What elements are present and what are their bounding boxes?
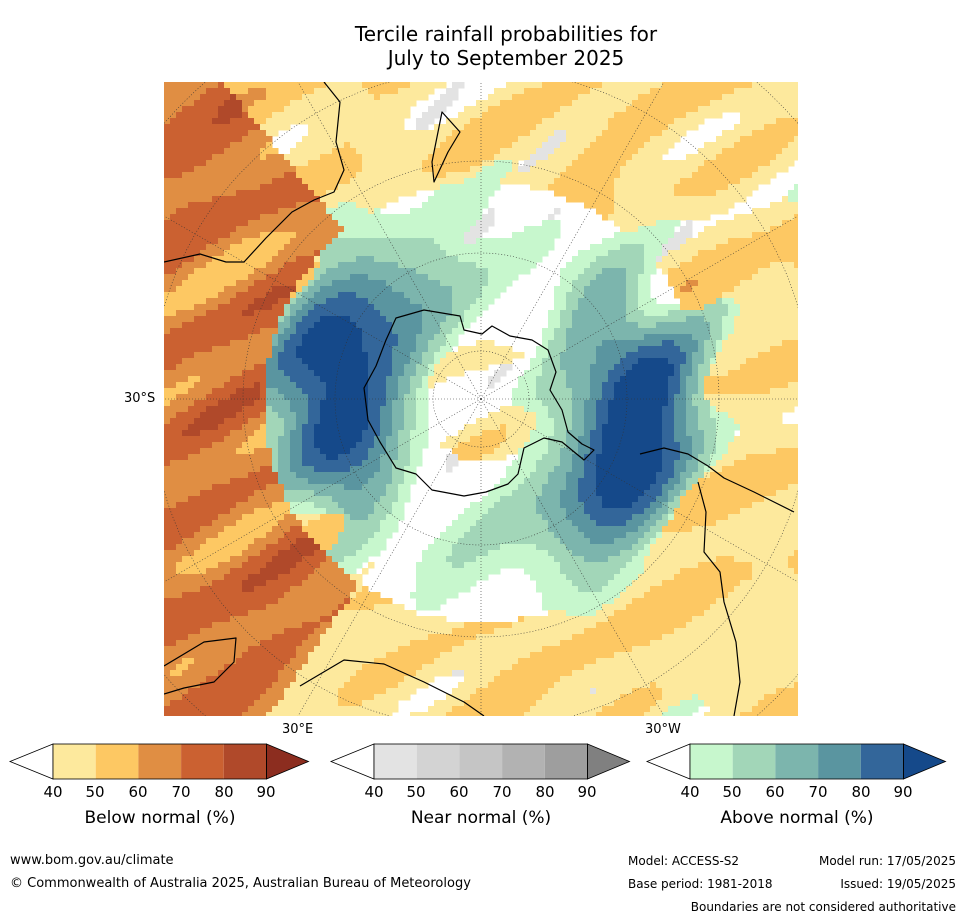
cbar-near-swatch-3 [459, 744, 503, 779]
meridian-11 [480, 82, 665, 400]
cbar-above-tick-90: 90 [893, 783, 913, 801]
cbar-below-tick-90: 90 [256, 783, 276, 801]
cbar-above-tick-60: 60 [765, 783, 785, 801]
meridian-9 [297, 82, 482, 400]
latitude-circle-2 [334, 252, 628, 546]
meridian-6 [164, 398, 482, 583]
cbar-near-tick-70: 70 [492, 783, 512, 801]
meridian-3 [480, 398, 665, 716]
issued-date: Issued: 19/05/2025 [840, 877, 956, 891]
cbar-below-swatch-2 [95, 744, 139, 779]
base-period: Base period: 1981-2018 [628, 877, 773, 891]
new-zealand-coastline [431, 111, 461, 183]
cbar-near-tick-60: 60 [449, 783, 469, 801]
cbar-near-tick-40: 40 [364, 783, 384, 801]
longitude-label-30w: 30°W [645, 722, 681, 737]
cbar-above-tick-80: 80 [851, 783, 871, 801]
cbar-above-swatch-2 [732, 744, 776, 779]
model-name: Model: ACCESS-S2 [628, 854, 740, 868]
cbar-near-outline [373, 743, 588, 780]
colorbar-near-label: Near normal (%) [410, 808, 552, 828]
colorbar-above-normal [645, 743, 947, 780]
cbar-above-tick-70: 70 [808, 783, 828, 801]
meridian-2 [480, 398, 798, 583]
colorbar-below-label: Below normal (%) [84, 808, 236, 828]
boundaries-disclaimer: Boundaries are not considered authoritat… [690, 900, 956, 914]
cbar-below-low-arrow [8, 743, 54, 780]
cbar-near-tick-90: 90 [577, 783, 597, 801]
colorbar-near-normal [329, 743, 631, 780]
cbar-near-swatch-4 [502, 744, 545, 779]
south-america-coastline-south [697, 481, 741, 716]
colorbar-below-normal [8, 743, 310, 780]
cbar-above-swatch-4 [818, 744, 861, 779]
africa-coastline-south [299, 659, 485, 716]
cbar-below-swatch-4 [181, 744, 224, 779]
meridian-12 [480, 215, 798, 400]
rainfall-probability-map [164, 82, 798, 716]
longitude-label-30e: 30°E [282, 722, 314, 737]
title-line-2: July to September 2025 [387, 46, 625, 70]
cbar-above-high-arrow [903, 743, 947, 780]
model-run-date: Model run: 17/05/2025 [818, 854, 956, 868]
coastlines [164, 82, 795, 716]
copyright-notice: © Commonwealth of Australia 2025, Austra… [10, 876, 471, 891]
meridian-8 [164, 215, 482, 400]
cbar-below-swatch-5 [223, 744, 267, 779]
latitude-label-30s: 30°S [124, 391, 156, 406]
cbar-below-high-arrow [266, 743, 310, 780]
cbar-near-tick-80: 80 [535, 783, 555, 801]
antarctica-coastline [363, 309, 595, 497]
south-america-coastline-north [639, 447, 795, 513]
colorbar-below-swatches [8, 743, 310, 780]
cbar-above-swatch-1 [690, 744, 733, 779]
cbar-below-swatch-1 [53, 744, 96, 779]
cbar-above-tick-50: 50 [722, 783, 742, 801]
title-line-1: Tercile rainfall probabilities for [354, 22, 658, 46]
cbar-near-tick-50: 50 [406, 783, 426, 801]
colorbar-above-ticks: 40 50 60 70 80 90 [647, 783, 947, 803]
cbar-near-swatch-2 [416, 744, 460, 779]
cbar-below-tick-40: 40 [43, 783, 63, 801]
website-link[interactable]: www.bom.gov.au/climate [10, 853, 174, 868]
cbar-above-outline [689, 743, 904, 780]
meridian-5 [297, 398, 482, 716]
cbar-above-low-arrow [645, 743, 691, 780]
cbar-near-swatch-1 [374, 744, 417, 779]
cbar-below-tick-80: 80 [214, 783, 234, 801]
colorbar-near-ticks: 40 50 60 70 80 90 [331, 783, 631, 803]
colorbar-above-label: Above normal (%) [720, 808, 874, 828]
cbar-below-tick-70: 70 [171, 783, 191, 801]
chart-title: Tercile rainfall probabilities for July … [164, 22, 848, 70]
cbar-below-outline [52, 743, 267, 780]
africa-coastline-west [164, 637, 237, 695]
colorbar-near-swatches [329, 743, 631, 780]
cbar-above-tick-40: 40 [680, 783, 700, 801]
colorbar-below-ticks: 40 50 60 70 80 90 [10, 783, 310, 803]
cbar-near-high-arrow [587, 743, 631, 780]
cbar-below-tick-50: 50 [85, 783, 105, 801]
colorbar-above-swatches [645, 743, 947, 780]
graticule [164, 82, 798, 716]
cbar-below-tick-60: 60 [128, 783, 148, 801]
cbar-above-swatch-3 [775, 744, 819, 779]
cbar-below-swatch-3 [138, 744, 182, 779]
cbar-near-low-arrow [329, 743, 375, 780]
cbar-near-swatch-5 [544, 744, 588, 779]
cbar-above-swatch-5 [860, 744, 904, 779]
map-canvas [164, 82, 798, 716]
australia-coastline [164, 82, 345, 263]
